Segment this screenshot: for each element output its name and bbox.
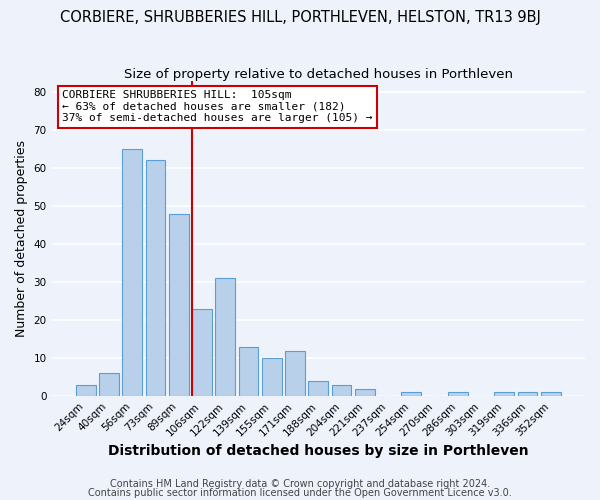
Text: CORBIERE, SHRUBBERIES HILL, PORTHLEVEN, HELSTON, TR13 9BJ: CORBIERE, SHRUBBERIES HILL, PORTHLEVEN, … [59,10,541,25]
Bar [308,381,328,396]
Bar [122,149,142,396]
Bar [262,358,281,396]
Bar [448,392,468,396]
Bar [518,392,538,396]
Bar [99,374,119,396]
Bar [239,347,259,396]
Text: CORBIERE SHRUBBERIES HILL:  105sqm
← 63% of detached houses are smaller (182)
37: CORBIERE SHRUBBERIES HILL: 105sqm ← 63% … [62,90,373,123]
Bar [541,392,561,396]
Bar [76,385,95,396]
Text: Contains public sector information licensed under the Open Government Licence v3: Contains public sector information licen… [88,488,512,498]
Bar [332,385,352,396]
Bar [494,392,514,396]
X-axis label: Distribution of detached houses by size in Porthleven: Distribution of detached houses by size … [108,444,529,458]
Bar [169,214,188,396]
Text: Contains HM Land Registry data © Crown copyright and database right 2024.: Contains HM Land Registry data © Crown c… [110,479,490,489]
Bar [215,278,235,396]
Y-axis label: Number of detached properties: Number of detached properties [15,140,28,337]
Bar [401,392,421,396]
Bar [285,350,305,396]
Title: Size of property relative to detached houses in Porthleven: Size of property relative to detached ho… [124,68,513,80]
Bar [355,388,374,396]
Bar [146,160,166,396]
Bar [192,308,212,396]
